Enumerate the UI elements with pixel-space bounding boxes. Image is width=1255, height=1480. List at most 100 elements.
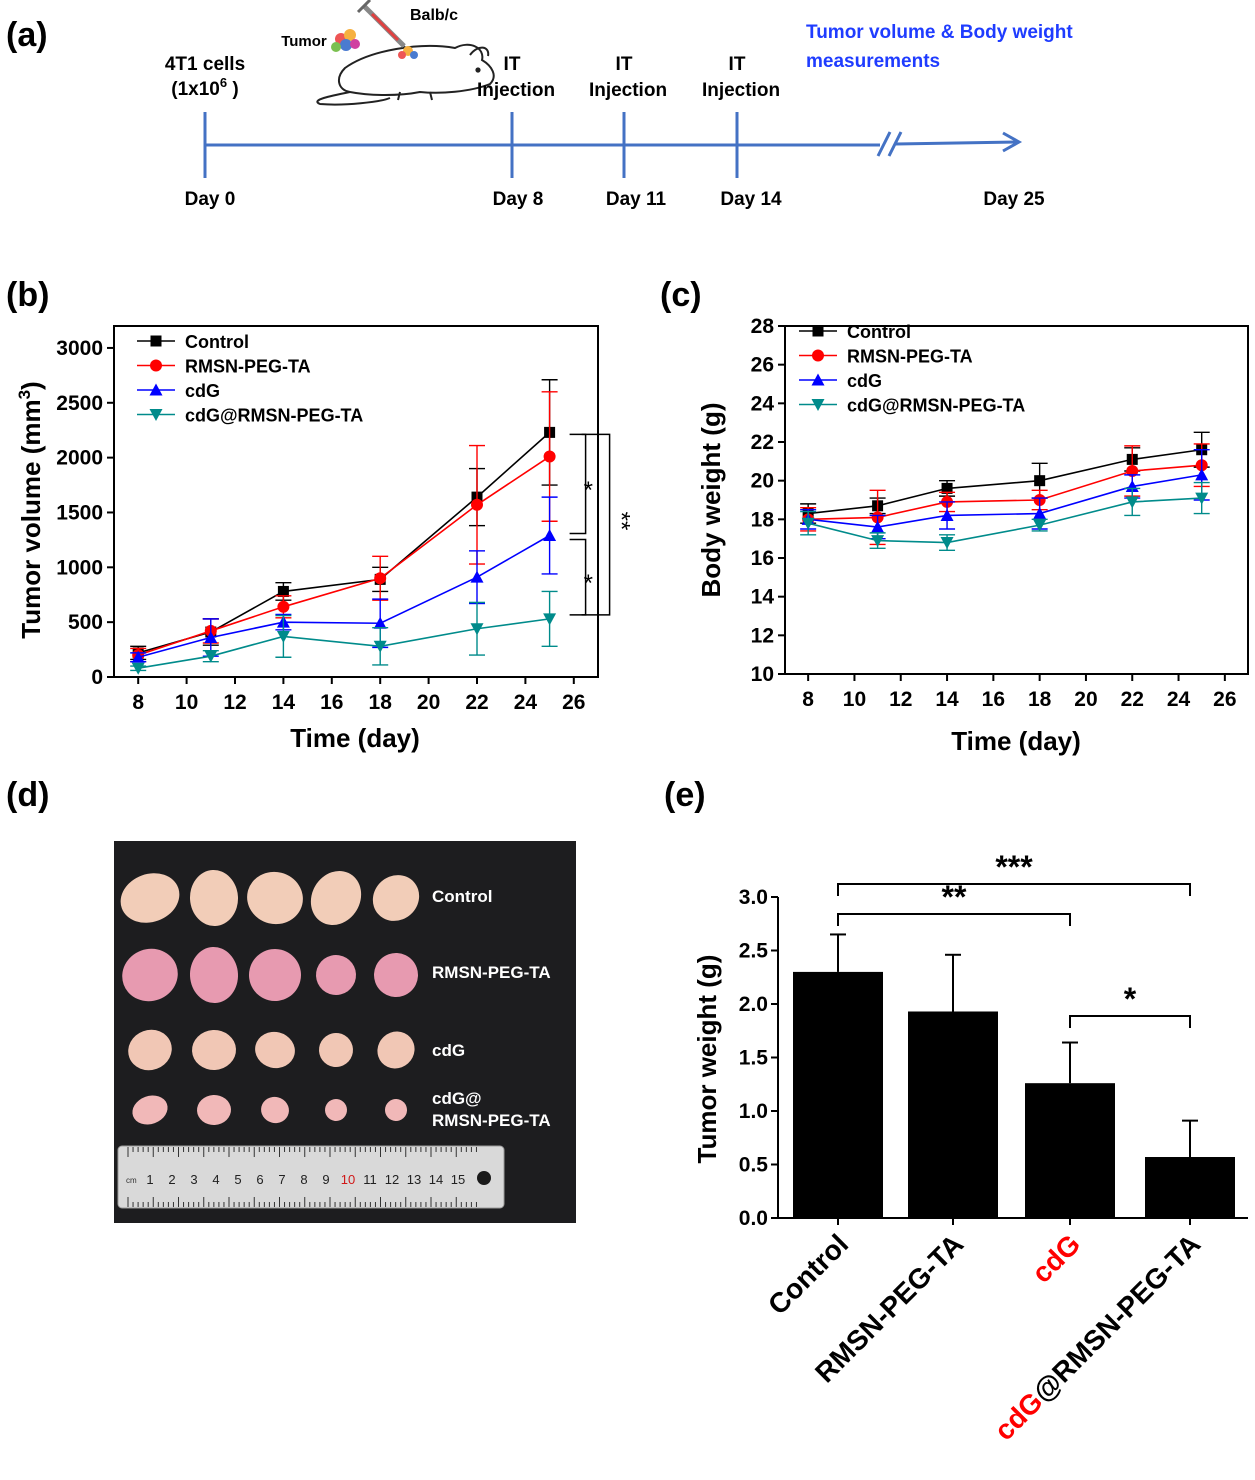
c-data-point-cdg-rmsn-peg-ta <box>871 535 885 548</box>
ruler-number: 3 <box>190 1172 197 1187</box>
c-y-tick-label-26: 26 <box>751 354 774 377</box>
b-bracket-control-combo <box>581 433 611 616</box>
b-legend-label-rmsn-peg-ta: RMSN-PEG-TA <box>185 357 311 377</box>
c-y-axis-label: Body weight (g) <box>696 403 726 598</box>
c-data-point-cdg <box>1195 468 1209 481</box>
c-y-tick-label-20: 20 <box>751 470 774 493</box>
c-x-tick-label-18: 18 <box>1028 688 1052 711</box>
b-series-line-cdg-rmsn-peg-ta <box>138 618 550 670</box>
b-data-point-cdg <box>204 631 218 644</box>
e-bar-cdg <box>1025 1083 1115 1218</box>
b-bracket-cdg-combo <box>569 538 587 616</box>
e-bar-cdg-rmsn-peg-ta <box>1145 1157 1235 1218</box>
b-plot-frame <box>113 325 599 678</box>
b-legend-marker-rmsn-peg-ta <box>150 359 162 372</box>
b-x-tick-label-12: 12 <box>223 691 246 714</box>
tumor-label: Tumor <box>281 33 327 50</box>
panel-c-chart: (c) 8 10 12 14 16 18 20 22 24 26 10 12 14 16 18 20 22 24 2… <box>660 276 1249 756</box>
b-series-line-rmsn-peg-ta <box>137 455 551 656</box>
measurement-line-1: Tumor volume & Body weight <box>806 22 1073 43</box>
b-data-point-cdg-rmsn-peg-ta <box>204 650 218 663</box>
c-x-tick-label-10: 10 <box>843 688 866 711</box>
tumor-specimen-row-2 <box>122 948 178 1002</box>
cells-count: (1x106 ) <box>171 75 238 100</box>
b-data-point-rmsn-peg-ta <box>374 572 387 585</box>
tumor-specimen-row-1 <box>120 873 180 923</box>
day-8-label: Day 8 <box>493 189 544 210</box>
tumor-specimen-row-3 <box>128 1029 172 1071</box>
b-data-point-cdg-rmsn-peg-ta <box>470 623 484 636</box>
b-y-tick-label-3000: 3000 <box>56 337 103 360</box>
tumor-specimen-row-3 <box>255 1031 295 1069</box>
c-legend-marker-control <box>812 325 824 337</box>
b-data-point-cdg <box>470 570 484 583</box>
b-series-line-control <box>137 431 551 654</box>
ruler-number: 1 <box>146 1172 153 1187</box>
c-y-tick-label-24: 24 <box>751 392 775 415</box>
c-legend-marker-cdg <box>811 373 825 386</box>
measurement-line-2: measurements <box>806 51 940 72</box>
c-data-point-cdg-rmsn-peg-ta <box>940 537 954 550</box>
c-series-line-cdg-rmsn-peg-ta <box>807 497 1202 544</box>
e-significance-label: ** <box>942 879 967 915</box>
photo-row-label-cdg-at: cdG@ <box>432 1089 482 1108</box>
b-data-point-cdg-rmsn-peg-ta <box>373 640 387 653</box>
c-legend-marker-cdg-rmsn-peg-ta <box>811 399 825 411</box>
b-y-tick-label-1000: 1000 <box>56 556 103 579</box>
c-y-tick-label-12: 12 <box>751 624 774 647</box>
e-category-label-part: cdG <box>1026 1228 1086 1288</box>
b-data-point-cdg <box>131 650 145 663</box>
c-legend-label-cdg: cdG <box>847 371 882 391</box>
b-significance-double-star: ** <box>608 512 635 531</box>
e-significance-label: * <box>1124 981 1137 1017</box>
e-category-label-cdg: cdG <box>1026 1228 1086 1288</box>
tumor-specimen-row-4 <box>197 1094 231 1126</box>
c-data-point-rmsn-peg-ta <box>1126 465 1139 477</box>
c-series-line-rmsn-peg-ta <box>808 464 1202 521</box>
c-x-tick-label-22: 22 <box>1121 688 1144 711</box>
c-data-point-cdg <box>940 508 954 521</box>
tumor-volume-plot: 8 10 12 14 16 18 20 22 24 26 0 500 1000 1500 2000 2500 3… <box>56 325 635 714</box>
cells-label: 4T1 cells <box>165 54 245 75</box>
tumor-specimen-row-2 <box>316 955 357 995</box>
b-y-tick-label-2000: 2000 <box>56 447 103 470</box>
c-x-tick-label-24: 24 <box>1167 688 1191 711</box>
b-x-axis-label: Time (day) <box>290 723 420 753</box>
tumor-specimen-row-1 <box>372 875 420 921</box>
e-y-tick-label-2.5: 2.5 <box>739 940 769 963</box>
photo-row-label-control: Control <box>432 887 492 906</box>
b-data-point-control <box>277 585 289 597</box>
e-y-tick-label-2.0: 2.0 <box>739 993 768 1016</box>
b-x-tick-label-22: 22 <box>465 691 488 714</box>
b-y-tick-label-0: 0 <box>91 666 103 689</box>
panel-d-photo: (d) Control RMSN-PEG-TA cdG cdG@ RMSN-PE… <box>6 776 576 1223</box>
c-legend-label-control: Control <box>847 322 911 342</box>
e-significance-bracket <box>837 913 1071 926</box>
c-y-tick-label-16: 16 <box>751 547 774 570</box>
b-x-tick-label-26: 26 <box>562 691 585 714</box>
c-x-axis-label: Time (day) <box>951 726 1081 756</box>
tumor-specimen-row-3 <box>377 1031 415 1069</box>
b-x-tick-label-10: 10 <box>175 691 198 714</box>
b-data-point-cdg <box>543 529 557 542</box>
b-series-line-cdg <box>137 534 550 659</box>
tumor-specimen-row-2 <box>373 953 418 997</box>
c-data-point-cdg-rmsn-peg-ta <box>801 517 815 530</box>
tumor-specimen-row-4 <box>325 1099 347 1121</box>
b-data-point-cdg <box>373 616 387 629</box>
b-y-tick-label-2500: 2500 <box>56 392 103 415</box>
panel-label-e: (e) <box>664 776 706 814</box>
b-legend-marker-cdg <box>149 383 163 396</box>
e-y-tick-label-1.5: 1.5 <box>739 1047 769 1070</box>
ruler-number: 9 <box>322 1172 329 1187</box>
ruler-number: 2 <box>168 1172 175 1187</box>
c-data-point-control <box>1034 475 1046 487</box>
e-significance-bracket <box>1069 1015 1191 1028</box>
photo-row-label-rmsn: RMSN-PEG-TA <box>432 963 551 982</box>
tumor-specimen-row-4 <box>261 1096 289 1124</box>
c-data-point-cdg-rmsn-peg-ta <box>1195 492 1209 505</box>
b-x-tick-label-24: 24 <box>514 691 538 714</box>
tumor-specimen-row-1 <box>310 871 362 925</box>
ruler: cm 1 2 3 4 5 6 7 8 9 10 11 12 13 14 15 <box>117 1145 505 1209</box>
c-data-point-cdg-rmsn-peg-ta <box>1125 496 1139 509</box>
